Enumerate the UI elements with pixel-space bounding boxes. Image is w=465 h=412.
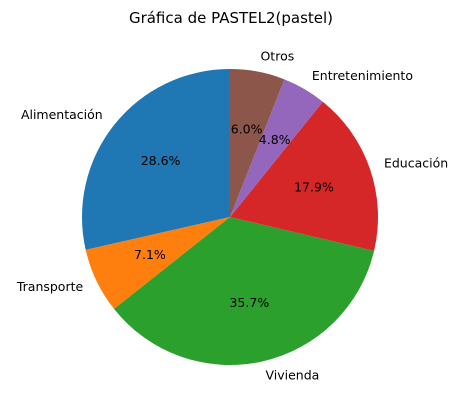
slice-label-vivienda: Vivienda: [265, 367, 319, 382]
slice-label-entretenimiento: Entretenimiento: [312, 68, 413, 83]
slice-percent-educacion: 17.9%: [294, 180, 334, 195]
pie-slices: [82, 69, 378, 365]
slice-label-educacion: Educación: [384, 156, 448, 171]
slice-percent-otros: 6.0%: [231, 121, 263, 136]
slice-percent-transporte: 7.1%: [134, 247, 166, 262]
slice-percent-vivienda: 35.7%: [229, 295, 269, 310]
slice-label-transporte: Transporte: [16, 279, 84, 294]
slice-label-otros: Otros: [260, 49, 294, 64]
slice-percent-alimentacion: 28.6%: [141, 153, 181, 168]
slice-label-alimentacion: Alimentación: [21, 107, 103, 122]
slice-percent-entretenimiento: 4.8%: [259, 132, 291, 147]
chart-title: Gráfica de PASTEL2(pastel): [129, 9, 333, 27]
